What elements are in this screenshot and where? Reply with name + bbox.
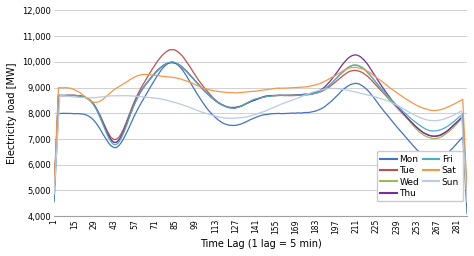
Sat (430, 109, 436, 112)
Line: Wed: Wed (54, 62, 467, 202)
Wed (261, 95, 267, 98)
Tue (407, 119, 412, 122)
X-axis label: Time Lag (1 lag = 5 min): Time Lag (1 lag = 5 min) (200, 239, 321, 249)
Sat (87, 99, 93, 102)
Tue (400, 112, 405, 115)
Fri (261, 96, 267, 99)
Wed (407, 120, 412, 123)
Sun (260, 110, 265, 113)
Tue (51, 190, 57, 193)
Sun (464, 201, 470, 204)
Mon (430, 158, 436, 161)
Thu (260, 96, 265, 99)
Sat (464, 191, 470, 194)
Sat (407, 100, 412, 103)
Mon (87, 115, 93, 119)
Sun (51, 193, 57, 196)
Thu (417, 128, 422, 131)
Sat (354, 66, 359, 69)
Line: Tue: Tue (54, 50, 467, 202)
Sun (417, 116, 422, 119)
Line: Sat: Sat (54, 67, 467, 193)
Wed (400, 112, 405, 115)
Thu (464, 200, 470, 204)
Tue (430, 135, 436, 138)
Wed (169, 61, 175, 64)
Sat (400, 95, 405, 98)
Fri (169, 60, 175, 63)
Fri (407, 116, 412, 119)
Mon (464, 212, 470, 215)
Mon (407, 140, 412, 143)
Line: Fri: Fri (54, 62, 467, 201)
Thu (87, 99, 93, 102)
Line: Sun: Sun (54, 88, 467, 202)
Wed (464, 201, 470, 204)
Sun (430, 119, 436, 122)
Fri (51, 189, 57, 193)
Thu (51, 190, 57, 193)
Mon (417, 151, 422, 154)
Line: Mon: Mon (54, 62, 467, 214)
Mon (400, 132, 405, 135)
Thu (354, 53, 359, 56)
Wed (430, 137, 436, 140)
Tue (417, 129, 422, 132)
Fri (87, 99, 93, 102)
Sat (260, 89, 265, 92)
Fri (417, 124, 422, 127)
Mon (169, 61, 175, 64)
Mon (261, 113, 267, 116)
Line: Thu: Thu (54, 55, 467, 202)
Thu (430, 135, 436, 138)
Sun (87, 96, 93, 99)
Tue (87, 99, 93, 102)
Fri (464, 199, 470, 202)
Sun (407, 111, 412, 114)
Sat (417, 105, 422, 108)
Thu (400, 111, 405, 114)
Wed (51, 190, 57, 193)
Sun (400, 106, 405, 110)
Tue (168, 48, 173, 51)
Tue (464, 201, 470, 204)
Fri (400, 109, 405, 112)
Thu (407, 119, 412, 122)
Y-axis label: Electricity load [MW]: Electricity load [MW] (7, 62, 17, 164)
Fri (430, 129, 436, 132)
Legend: Mon, Tue, Wed, Thu, Fri, Sat, Sun: Mon, Tue, Wed, Thu, Fri, Sat, Sun (377, 152, 463, 201)
Sat (51, 185, 57, 188)
Mon (51, 200, 57, 203)
Wed (87, 99, 93, 102)
Wed (417, 131, 422, 134)
Sun (330, 87, 336, 90)
Tue (261, 95, 267, 98)
